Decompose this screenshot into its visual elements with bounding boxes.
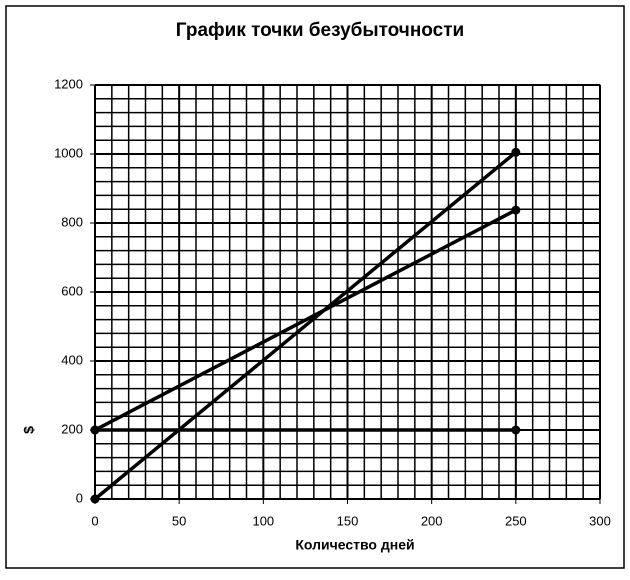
data-point — [511, 205, 521, 215]
y-tick-label: 200 — [61, 421, 83, 436]
x-tick-label: 100 — [252, 513, 274, 528]
x-tick-label: 50 — [172, 513, 186, 528]
chart-title: График точки безубыточности — [176, 20, 464, 41]
data-point — [90, 494, 100, 504]
series-line — [94, 208, 517, 432]
x-axis-title: Количество дней — [295, 537, 414, 553]
y-axis-title: $ — [21, 426, 37, 434]
x-tick-label: 300 — [589, 513, 611, 528]
x-tick-label: 250 — [505, 513, 527, 528]
data-point — [511, 425, 521, 435]
y-tick-label: 0 — [76, 490, 83, 505]
y-tick-label: 600 — [61, 283, 83, 298]
x-tick-label: 200 — [421, 513, 443, 528]
y-tick-label: 800 — [61, 214, 83, 229]
y-tick-label: 1000 — [54, 145, 83, 160]
y-tick-label: 400 — [61, 352, 83, 367]
x-tick-label: 150 — [337, 513, 359, 528]
x-tick-label: 0 — [91, 513, 98, 528]
y-tick-label: 1200 — [54, 76, 83, 91]
data-point — [511, 147, 521, 157]
series-line — [93, 150, 517, 501]
data-point — [90, 425, 100, 435]
